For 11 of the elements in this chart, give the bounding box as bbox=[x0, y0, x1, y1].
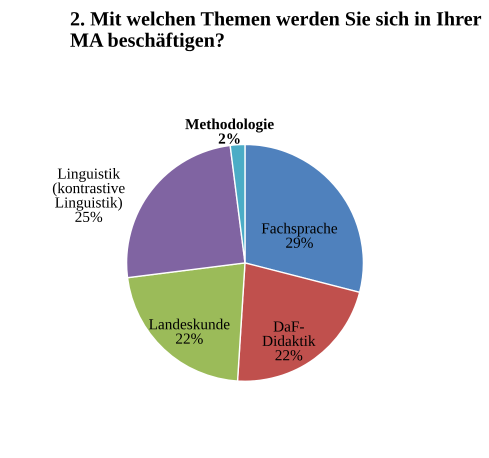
data-label: 29% bbox=[286, 238, 313, 248]
slice-label: Landeskunde bbox=[149, 318, 230, 330]
data-label: 2% bbox=[218, 133, 240, 144]
data-label: 22% bbox=[275, 350, 302, 360]
data-label: 22% bbox=[176, 333, 203, 344]
data-label: 25% bbox=[75, 212, 102, 222]
slice-label: DaF-Didaktik bbox=[262, 322, 316, 346]
slice-label: Fachsprache bbox=[262, 222, 338, 237]
slice-label: Methodologie bbox=[185, 118, 274, 132]
chart-title: 2. Mit welchen Themen werden Sie sich in Ihrer MA beschäftigen? bbox=[70, 11, 482, 52]
slice-label: Linguistik (kontrastive Linguistik) bbox=[52, 168, 125, 211]
